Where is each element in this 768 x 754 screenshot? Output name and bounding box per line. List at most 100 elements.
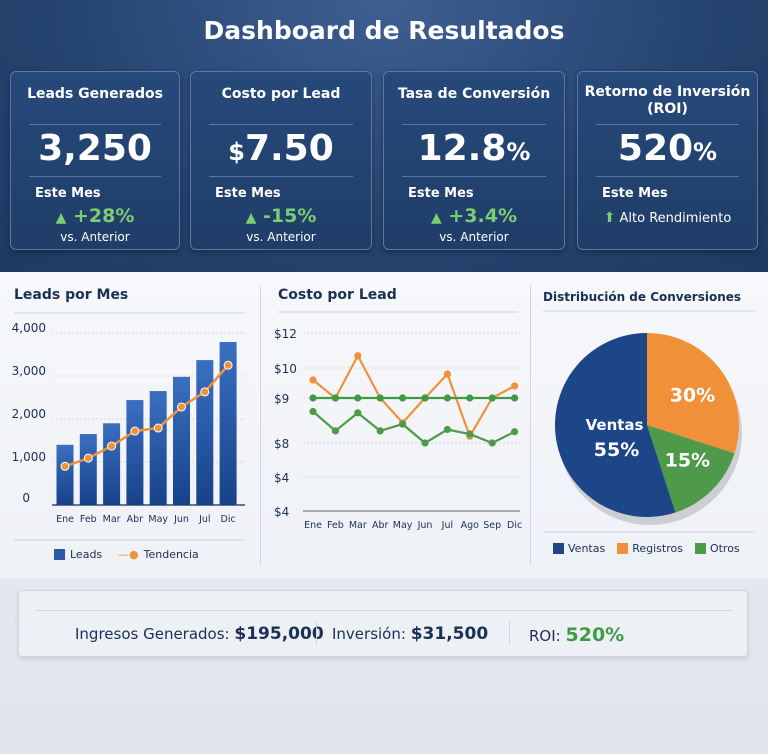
data-point: [443, 370, 451, 378]
legend-swatch: [694, 543, 706, 554]
pie-slice-ventas: [555, 333, 676, 517]
kpi-period: Este Mes: [602, 186, 668, 201]
data-point: [399, 420, 407, 428]
legend-swatch: [54, 549, 65, 560]
pie-slice-registros: [647, 333, 739, 454]
percent-symbol: %: [693, 138, 718, 166]
trend-point: [177, 402, 186, 412]
currency-symbol: $: [228, 138, 245, 166]
bar: [196, 360, 214, 505]
divider: [530, 285, 531, 565]
kpi-change: ⬆ Alto Rendimiento: [578, 210, 757, 226]
kpi-value: 12.8%: [384, 128, 564, 169]
legend-swatch: [553, 543, 564, 554]
divider: [316, 621, 317, 645]
kpi-card: Leads Generados 3,250 Este Mes ▲ +28% vs…: [10, 71, 180, 250]
kpi-card: Costo por Lead $7.50 Este Mes ▲ -15% vs.…: [190, 71, 372, 250]
legend-trend: —● Tendencia: [118, 548, 199, 561]
data-point: [510, 382, 519, 390]
trend-point: [107, 441, 117, 451]
kpi-change-value: +3.4%: [448, 205, 518, 227]
data-point: [309, 407, 317, 416]
data-point: [466, 394, 474, 402]
x-tick-label: Jun: [173, 514, 189, 525]
kpi-label: Tasa de Conversión: [397, 86, 551, 102]
data-point: [399, 394, 407, 402]
x-tick-label: Ago: [461, 520, 480, 531]
x-tick-label: Jun: [417, 520, 433, 531]
roi-value: 520%: [565, 624, 625, 646]
trend-point: [60, 461, 70, 471]
y-tick-label: $10: [274, 362, 297, 376]
y-tick-label: 3,000: [12, 364, 46, 378]
kpi-label: Costo por Lead: [221, 86, 341, 102]
y-tick-label: $4: [274, 471, 289, 485]
pie-slice-otros: [647, 425, 735, 513]
bar: [173, 376, 190, 505]
x-tick-label: Dic: [507, 520, 522, 531]
y-tick-label: 4,000: [12, 321, 46, 335]
line-chart-title: Costo por Lead: [278, 287, 397, 303]
kpi-number: 3,250: [38, 128, 152, 169]
data-point: [466, 430, 474, 438]
series-line: [312, 410, 516, 445]
kpi-change: ▲ +28%: [11, 205, 179, 227]
x-tick-label: Ene: [56, 514, 74, 525]
y-tick-label: $9: [274, 392, 289, 406]
data-point: [488, 439, 496, 447]
kpi-period: Este Mes: [215, 186, 281, 201]
x-tick-label: Feb: [327, 520, 344, 531]
bar: [56, 444, 74, 505]
kpi-change: ▲ +3.4%: [384, 205, 564, 227]
divider: [509, 621, 510, 645]
x-tick-label: Mar: [349, 520, 367, 531]
revenue-summary: Ingresos Generados: $195,000: [75, 624, 324, 644]
kpi-value: 520%: [578, 128, 757, 169]
legend-label: Otros: [709, 542, 740, 555]
kpi-number: 12.8: [417, 128, 507, 169]
kpi-change: ▲ -15%: [191, 205, 371, 227]
pie-label-value: 30%: [670, 385, 715, 407]
x-tick-label: Abr: [372, 520, 389, 531]
pie-label-value: 15%: [665, 449, 710, 471]
kpi-number: 520: [617, 128, 694, 169]
series-line: [312, 353, 516, 439]
x-tick-label: May: [393, 520, 413, 531]
trend-point: [200, 387, 210, 397]
legend-leads: Leads: [54, 548, 102, 561]
percent-symbol: %: [506, 138, 531, 166]
data-point: [421, 439, 429, 447]
data-point: [510, 394, 519, 402]
data-point: [443, 394, 451, 402]
x-tick-label: Mar: [103, 514, 121, 525]
kpi-label: Leads Generados: [27, 86, 163, 102]
bar-chart-title: Leads por Mes: [14, 287, 129, 303]
y-tick-label: 1,000: [12, 450, 46, 464]
pie-chart-title: Distribución de Conversiones: [543, 290, 742, 304]
bar: [103, 423, 121, 505]
kpi-value: 3,250: [11, 128, 179, 169]
label: Inversión:: [332, 625, 406, 643]
x-tick-label: Sep: [483, 520, 501, 531]
data-point: [443, 425, 451, 434]
legend-label: Leads: [70, 548, 103, 561]
x-tick-label: Abr: [127, 514, 144, 525]
data-point: [309, 394, 317, 402]
divider: [35, 610, 733, 611]
data-point: [421, 394, 429, 402]
kpi-label: Retorno de Inversión (ROI): [584, 84, 751, 117]
kpi-change-value: -15%: [263, 205, 317, 227]
data-point: [354, 394, 362, 402]
kpi-period: Este Mes: [408, 186, 474, 201]
triangle-up-icon: ▲: [245, 210, 257, 226]
data-point: [488, 394, 496, 402]
label: ROI:: [529, 627, 561, 645]
legend-swatch: [617, 543, 629, 554]
trend-point: [83, 453, 93, 463]
x-tick-label: Jul: [441, 520, 453, 531]
bar: [126, 400, 144, 505]
roi-summary: ROI: 520%: [529, 624, 624, 646]
kpi-period: Este Mes: [35, 186, 101, 201]
investment-summary: Inversión: $31,500: [332, 624, 488, 644]
data-point: [376, 394, 384, 402]
